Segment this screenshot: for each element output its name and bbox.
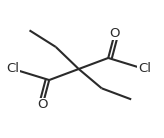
Text: Cl: Cl xyxy=(138,63,151,75)
Text: O: O xyxy=(110,27,120,40)
Text: O: O xyxy=(37,98,48,111)
Text: Cl: Cl xyxy=(7,63,20,75)
